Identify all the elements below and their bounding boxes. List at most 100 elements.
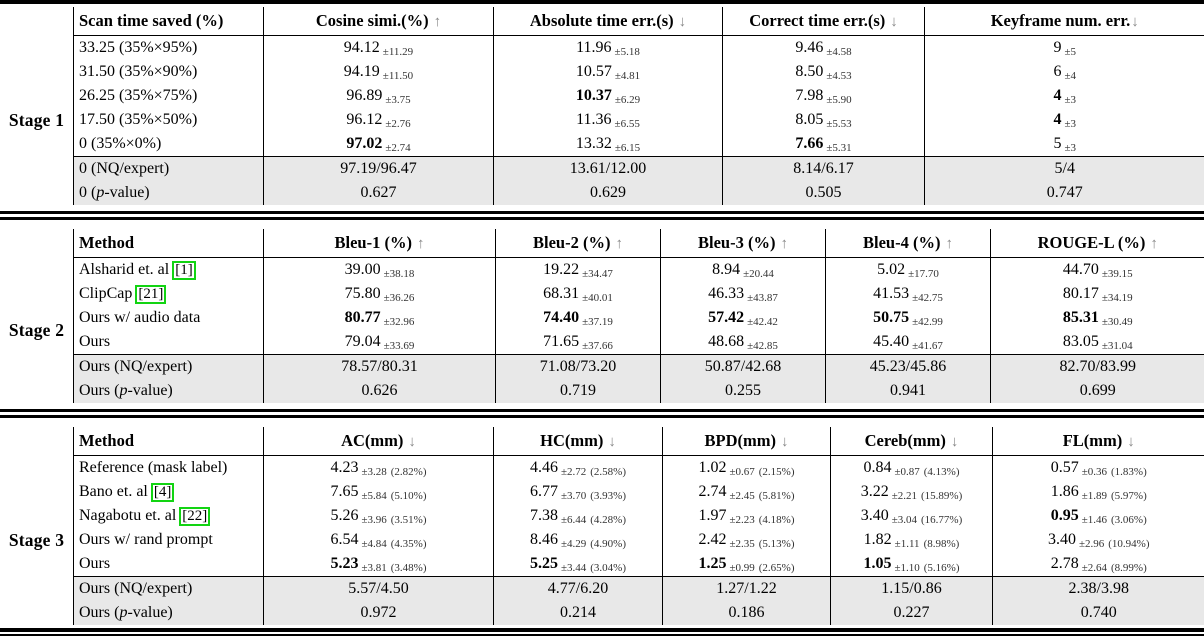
- row-label: Bano et. al[4]: [74, 480, 264, 504]
- metric-value: 2.42: [698, 531, 726, 548]
- std-dev: ±4.58: [826, 46, 851, 58]
- up-arrow-icon: ↑: [1150, 236, 1158, 252]
- metric-value: 74.40: [543, 309, 579, 326]
- up-arrow-icon: ↑: [615, 236, 623, 252]
- metric-value: 0.95: [1051, 507, 1079, 524]
- metric-value: 4.77/6.20: [548, 580, 608, 597]
- metric-value: 13.61/12.00: [570, 160, 646, 177]
- metric-cell: 4.23±3.28(2.82%): [264, 456, 494, 481]
- metric-value: 0.972: [361, 604, 397, 621]
- metric-cell: 1.86±1.89(5.97%): [993, 480, 1204, 504]
- metric-value: 6: [1053, 63, 1061, 80]
- metric-cell: 9.46±4.58: [723, 36, 925, 61]
- table-row: Bano et. al[4]7.65±5.84(5.10%)6.77±3.70(…: [74, 480, 1204, 504]
- metric-cell: 79.04±33.69: [264, 330, 496, 355]
- metric-value: 8.46: [530, 531, 558, 548]
- std-dev: ±3: [1064, 94, 1076, 106]
- citation-link[interactable]: [1]: [172, 261, 196, 280]
- metric-cell: 83.05±31.04: [991, 330, 1204, 355]
- row-label: Ours w/ audio data: [74, 306, 264, 330]
- column-header-text: Bleu-4 (%): [863, 233, 940, 252]
- column-header: Scan time saved (%): [74, 7, 264, 36]
- row-label-text: Ours: [79, 333, 110, 350]
- table-row: Nagabotu et. al[22]5.26±3.96(3.51%)7.38±…: [74, 504, 1204, 528]
- row-label: Nagabotu et. al[22]: [74, 504, 264, 528]
- row-label-text: 26.25 (35%×75%): [79, 87, 197, 104]
- metric-cell: 6.54±4.84(4.35%): [264, 528, 494, 552]
- metric-cell: 71.65±37.66: [496, 330, 661, 355]
- percent-error: (4.13%): [924, 466, 960, 478]
- std-dev: ±0.87: [894, 466, 919, 478]
- metric-cell: 71.08/73.20: [496, 355, 661, 380]
- citation-link[interactable]: [21]: [135, 285, 166, 304]
- metric-value: 1.97: [698, 507, 726, 524]
- std-dev: ±43.87: [747, 292, 778, 304]
- row-label: Ours (p-value): [74, 601, 264, 625]
- column-header-text: Keyframe num. err.: [991, 11, 1131, 30]
- std-dev: ±4.81: [615, 70, 640, 82]
- stage-label-text: Stage 3: [9, 530, 64, 551]
- metric-value: 8.14/6.17: [793, 160, 853, 177]
- std-dev: ±20.44: [743, 268, 774, 280]
- metric-cell: 0.699: [991, 379, 1204, 403]
- std-dev: ±3.75: [385, 94, 410, 106]
- row-label-text: ClipCap: [79, 285, 132, 302]
- metric-value: 0.747: [1047, 184, 1083, 201]
- std-dev: ±4: [1064, 70, 1076, 82]
- metric-value: 1.27/1.22: [716, 580, 776, 597]
- metric-value: 75.80: [345, 285, 381, 302]
- metric-cell: 96.89±3.75: [264, 84, 494, 108]
- down-arrow-icon: ↓: [1131, 14, 1139, 30]
- metric-value: 39.00: [345, 261, 381, 278]
- metric-cell: 85.31±30.49: [991, 306, 1204, 330]
- metric-cell: 68.31±40.01: [496, 282, 661, 306]
- metric-value: 57.42: [708, 309, 744, 326]
- metric-cell: 0.95±1.46(3.06%): [993, 504, 1204, 528]
- std-dev: ±0.67: [729, 466, 754, 478]
- metric-cell: 0.747: [925, 181, 1204, 205]
- top-rule: [0, 0, 1204, 4]
- metric-cell: 0.941: [826, 379, 991, 403]
- percent-error: (2.15%): [759, 466, 795, 478]
- row-label-text: Ours (: [79, 382, 119, 399]
- metric-value: 78.57/80.31: [341, 358, 417, 375]
- metric-value: 5.25: [530, 555, 558, 572]
- std-dev: ±34.19: [1102, 292, 1133, 304]
- metric-value: 45.23/45.86: [870, 358, 946, 375]
- metric-value: 6.54: [330, 531, 358, 548]
- metric-value: 4: [1053, 87, 1061, 104]
- citation-link[interactable]: [22]: [179, 507, 210, 526]
- metric-cell: 2.74±2.45(5.81%): [663, 480, 831, 504]
- column-header-text: Correct time err.(s): [749, 11, 885, 30]
- metric-cell: 75.80±36.26: [264, 282, 496, 306]
- metric-cell: 2.78±2.64(8.99%): [993, 552, 1204, 577]
- metric-cell: 10.37±6.29: [494, 84, 723, 108]
- down-arrow-icon: ↓: [408, 434, 416, 450]
- metric-cell: 39.00±38.18: [264, 258, 496, 283]
- metric-value: 0.227: [894, 604, 930, 621]
- column-header-text: AC(mm): [341, 431, 403, 450]
- metric-value: 3.40: [1048, 531, 1076, 548]
- std-dev: ±40.01: [582, 292, 613, 304]
- std-dev: ±2.64: [1082, 562, 1107, 574]
- stage-label-text: Stage 1: [9, 110, 64, 131]
- metric-cell: 4.46±2.72(2.58%): [494, 456, 663, 481]
- percent-error: (8.98%): [924, 538, 960, 550]
- column-header-text: BPD(mm): [705, 431, 776, 450]
- row-label: Ours (NQ/expert): [74, 577, 264, 602]
- metric-cell: 5±3: [925, 132, 1204, 157]
- column-header: HC(mm)↓: [494, 427, 663, 456]
- std-dev: ±32.96: [384, 316, 415, 328]
- std-dev: ±31.04: [1102, 340, 1133, 352]
- metric-value: 9.46: [795, 39, 823, 56]
- metric-value: 7.98: [795, 87, 823, 104]
- metric-cell: 8.14/6.17: [723, 157, 925, 182]
- row-label: ClipCap[21]: [74, 282, 264, 306]
- column-header-text: Absolute time err.(s): [530, 11, 674, 30]
- stage-1-table: Scan time saved (%)Cosine simi.(%)↑Absol…: [73, 7, 1204, 205]
- metric-cell: 5.23±3.81(3.48%): [264, 552, 494, 577]
- results-table: Scan time saved (%)Cosine simi.(%)↑Absol…: [73, 7, 1204, 205]
- citation-link[interactable]: [4]: [151, 483, 175, 502]
